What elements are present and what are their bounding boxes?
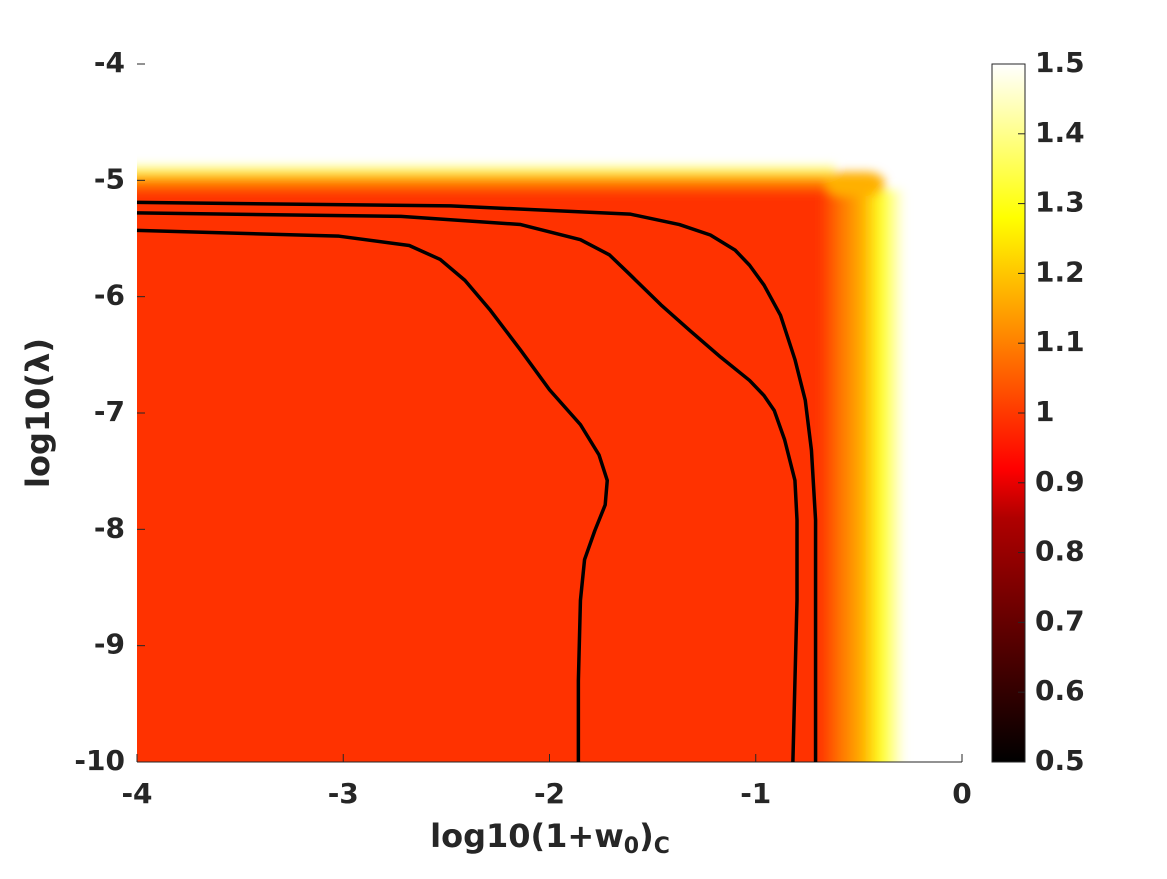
colorbar-tick-label: 1.1 xyxy=(1035,325,1085,358)
y-axis-label: log10(λ) xyxy=(19,338,57,488)
x-tick-label: -2 xyxy=(534,777,565,810)
colorbar-tick-label: 0.6 xyxy=(1035,674,1085,707)
heatmap xyxy=(137,164,905,762)
colorbar-tick-label: 1.4 xyxy=(1035,116,1085,149)
contour-line xyxy=(136,200,818,762)
y-tick-label: -4 xyxy=(94,46,125,79)
colorbar-tick-label: 0.5 xyxy=(1035,744,1085,777)
x-label-sub: C xyxy=(654,834,670,859)
y-tick-label: -10 xyxy=(74,744,125,777)
colorbar-tick-label: 1.5 xyxy=(1035,46,1085,79)
x-tick-label: -4 xyxy=(121,777,152,810)
colorbar-tick-label: 0.9 xyxy=(1035,465,1085,498)
x-label-sub: 0 xyxy=(624,834,639,859)
colorbar-tick-label: 0.7 xyxy=(1035,604,1085,637)
y-tick-label: -7 xyxy=(94,395,125,428)
colorbar-tick-label: 1.3 xyxy=(1035,186,1085,219)
y-tick-label: -5 xyxy=(94,162,125,195)
colorbar-tick-label: 0.8 xyxy=(1035,535,1085,568)
x-label-part: ) xyxy=(639,817,654,855)
x-label-part: log10(1+w xyxy=(430,817,624,855)
contour-line xyxy=(136,211,799,763)
contour-line xyxy=(136,228,609,762)
colorbar-tick-label: 1.2 xyxy=(1035,255,1085,288)
x-tick-label: -1 xyxy=(740,777,771,810)
x-axis-label: log10(1+w0)C xyxy=(430,817,670,859)
x-tick-label: 0 xyxy=(952,777,971,810)
x-tick-label: -3 xyxy=(328,777,359,810)
y-tick-label: -9 xyxy=(94,628,125,661)
y-tick-label: -6 xyxy=(94,279,125,312)
colorbar-tick-label: 1 xyxy=(1035,395,1054,428)
y-tick-label: -8 xyxy=(94,511,125,544)
